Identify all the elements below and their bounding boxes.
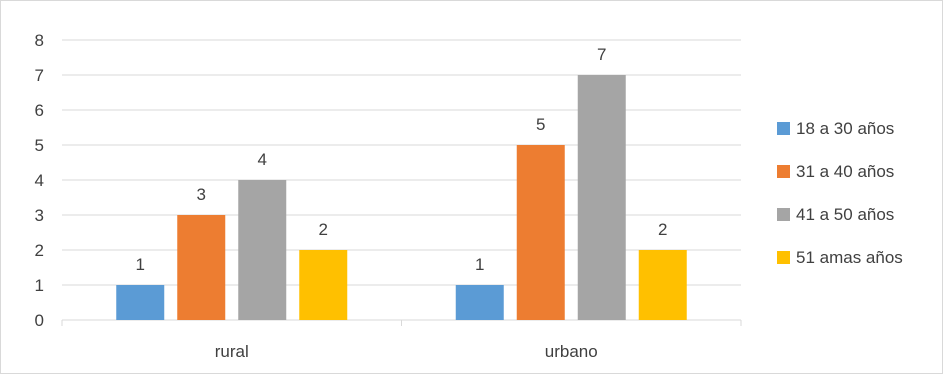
bar [177, 215, 226, 320]
bar [516, 145, 565, 320]
legend-swatch [777, 122, 790, 135]
legend-swatch [777, 208, 790, 221]
data-label: 2 [319, 220, 328, 239]
legend-swatch [777, 251, 790, 264]
legend-label: 51 amas años [796, 248, 903, 267]
bar [577, 75, 626, 320]
y-tick-label: 5 [35, 136, 44, 155]
axes [61, 319, 742, 326]
y-tick-label: 2 [35, 241, 44, 260]
bar [238, 180, 287, 320]
x-axis-categories: rural urbano [215, 342, 598, 361]
y-tick-label: 6 [35, 101, 44, 120]
bar [299, 250, 348, 320]
data-labels: 1 3 4 2 1 5 7 2 [136, 45, 668, 274]
y-tick-label: 1 [35, 276, 44, 295]
y-tick-label: 4 [35, 171, 44, 190]
bar [116, 285, 165, 320]
y-tick-label: 3 [35, 206, 44, 225]
gridlines [62, 39, 741, 286]
data-label: 3 [197, 185, 206, 204]
y-tick-label: 0 [35, 311, 44, 330]
data-label: 7 [597, 45, 606, 64]
legend-label: 31 a 40 años [796, 162, 894, 181]
x-category-label: urbano [545, 342, 598, 361]
x-category-label: rural [215, 342, 249, 361]
legend-label: 41 a 50 años [796, 205, 894, 224]
bars [116, 75, 687, 320]
data-label: 2 [658, 220, 667, 239]
y-axis-ticks: 0 1 2 3 4 5 6 7 8 [35, 31, 44, 330]
bar [638, 250, 687, 320]
legend: 18 a 30 años 31 a 40 años 41 a 50 años 51 a… [777, 119, 903, 267]
legend-swatch [777, 165, 790, 178]
data-label: 5 [536, 115, 545, 134]
y-tick-label: 8 [35, 31, 44, 50]
bar [455, 285, 504, 320]
data-label: 1 [475, 255, 484, 274]
legend-label: 18 a 30 años [796, 119, 894, 138]
data-label: 4 [258, 150, 267, 169]
y-tick-label: 7 [35, 66, 44, 85]
data-label: 1 [136, 255, 145, 274]
